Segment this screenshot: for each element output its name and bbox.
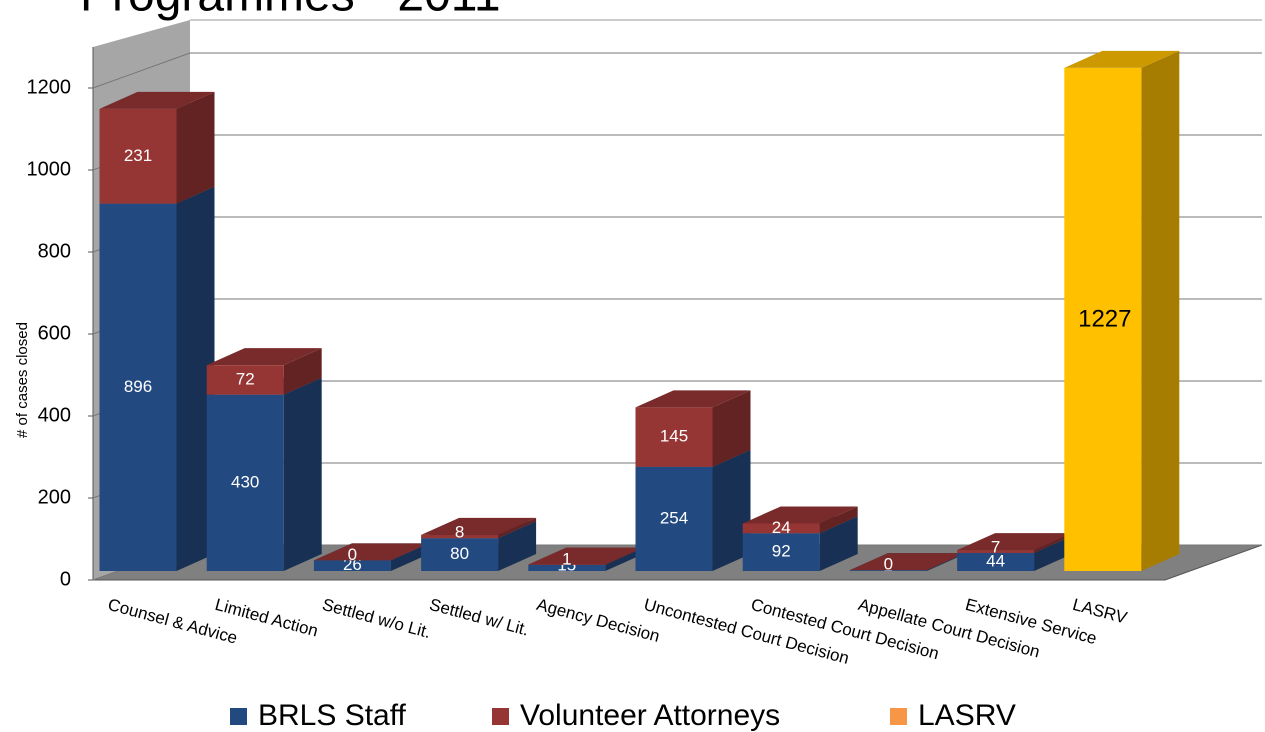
bar-side <box>1034 533 1073 553</box>
x-tick-label: Settled w/o Lit. <box>320 595 433 642</box>
bar-top <box>957 533 1073 551</box>
legend-swatch <box>230 708 247 725</box>
bar-side <box>819 506 858 534</box>
data-label: 8 <box>455 523 464 542</box>
legend-swatch <box>890 708 907 725</box>
legend-swatch <box>492 708 509 725</box>
bar-top <box>849 553 965 571</box>
x-tick-label: Agency Decision <box>535 595 662 646</box>
bar <box>528 564 606 571</box>
bar-side <box>712 449 751 571</box>
bar-side <box>176 91 215 204</box>
bar-top <box>313 543 429 561</box>
data-label: 145 <box>660 427 688 446</box>
bar-side <box>605 547 644 571</box>
bar <box>849 570 927 571</box>
axis-line <box>1164 544 1263 581</box>
y-tick-label: 600 <box>38 322 71 344</box>
bars: 896231430722608081512541459224204471227 <box>99 50 1180 574</box>
chart-title: Programmes - 2011 <box>80 0 501 22</box>
data-label: 254 <box>660 508 688 527</box>
legend-label: LASRV <box>918 699 1016 732</box>
y-tick-label: 0 <box>60 568 71 590</box>
bar-side <box>176 186 215 571</box>
data-label: 24 <box>772 518 791 537</box>
grid-line <box>92 52 191 89</box>
x-tick-label: Settled w/ Lit. <box>427 595 531 640</box>
legend-label: Volunteer Attorneys <box>520 699 780 732</box>
bar-top <box>206 348 322 366</box>
bar <box>635 407 713 467</box>
data-label: 0 <box>348 545 357 564</box>
y-tick-label: 400 <box>38 404 71 426</box>
bar-side <box>283 377 322 571</box>
bar-side <box>712 390 751 467</box>
bar-side <box>605 547 644 565</box>
bar-side <box>498 517 537 539</box>
bar <box>421 538 499 571</box>
bar-top <box>1064 50 1180 68</box>
bar <box>742 523 820 534</box>
data-label: 0 <box>884 555 893 574</box>
x-tick-label: Appellate Court Decision <box>856 595 1042 662</box>
data-label: 92 <box>772 542 791 561</box>
data-label: 72 <box>236 369 255 388</box>
bar <box>742 533 820 571</box>
bar <box>206 394 284 571</box>
bar-side <box>390 543 429 571</box>
x-tick-label: LASRV <box>1071 595 1130 628</box>
y-tick-label: 200 <box>38 486 71 508</box>
bar <box>99 203 177 571</box>
data-label: 1227 <box>1078 305 1131 332</box>
bar-top <box>742 506 858 524</box>
bar <box>206 365 284 395</box>
bar <box>635 466 713 571</box>
bar <box>313 560 391 571</box>
y-tick-label: 1000 <box>27 158 72 180</box>
data-label: 896 <box>124 377 152 396</box>
data-label: 80 <box>450 544 469 563</box>
bar-side <box>283 348 322 395</box>
data-label: 44 <box>986 551 1005 570</box>
bar <box>957 550 1035 553</box>
data-label: 7 <box>991 537 1000 556</box>
data-label: 430 <box>231 472 259 491</box>
bar-side <box>926 553 965 571</box>
bar-top <box>635 390 751 408</box>
y-axis-label: # of cases closed <box>14 322 31 438</box>
bar-side <box>819 516 858 571</box>
bar-side <box>1034 535 1073 571</box>
bar <box>99 108 177 204</box>
data-label: 1 <box>562 549 571 568</box>
bar <box>957 552 1035 571</box>
bar <box>421 534 499 539</box>
legend-label: BRLS Staff <box>258 699 407 732</box>
y-tick-label: 1200 <box>27 76 72 98</box>
bar-top <box>421 517 537 535</box>
data-label: 231 <box>124 146 152 165</box>
bar <box>1064 67 1142 572</box>
bar-top <box>99 91 215 109</box>
bar-side <box>1141 50 1180 572</box>
y-tick-label: 800 <box>38 240 71 262</box>
bar-top <box>528 547 644 565</box>
bar-side <box>498 521 537 571</box>
